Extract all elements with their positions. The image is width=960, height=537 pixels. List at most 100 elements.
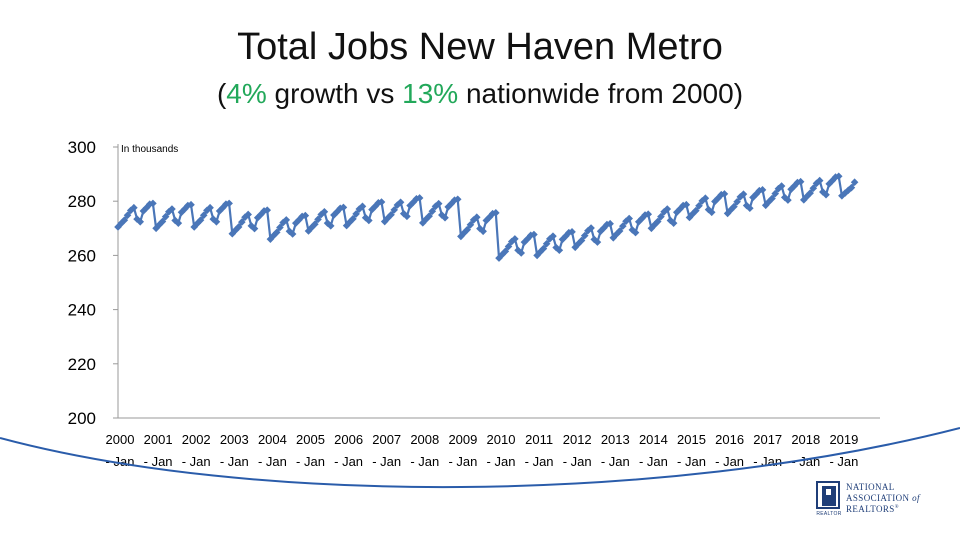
data-point <box>368 205 376 214</box>
data-point <box>349 215 357 223</box>
data-point <box>844 186 853 195</box>
data-point <box>549 232 557 240</box>
data-point <box>212 217 221 226</box>
data-point <box>593 238 602 246</box>
data-point <box>161 212 170 221</box>
data-point <box>444 203 452 211</box>
data-point <box>165 207 173 216</box>
subtitle-open: ( <box>216 78 227 109</box>
x-tick-label-month: - Jan <box>829 454 858 469</box>
data-point <box>453 195 462 204</box>
data-point <box>419 219 427 227</box>
data-point <box>450 196 459 204</box>
data-point <box>206 203 214 212</box>
logo-mark-caption: REALTOR <box>816 511 842 517</box>
data-point <box>371 202 379 211</box>
series-total-jobs <box>114 172 859 262</box>
data-point <box>330 211 338 219</box>
data-point <box>326 222 335 230</box>
data-point <box>142 203 151 212</box>
data-point <box>345 218 354 226</box>
data-point <box>806 189 814 197</box>
data-point <box>244 210 252 219</box>
data-point <box>272 228 281 237</box>
data-point <box>180 205 189 213</box>
y-tick-label: 260 <box>68 246 96 265</box>
data-point <box>441 213 449 222</box>
data-point <box>415 194 424 202</box>
data-point <box>266 235 275 243</box>
data-point <box>428 207 437 216</box>
x-tick-label-month: - Jan <box>448 454 477 469</box>
data-point <box>307 223 316 232</box>
data-point <box>355 205 364 213</box>
x-tick-label: 2002 <box>182 432 211 447</box>
data-point <box>625 214 633 223</box>
x-tick-label: 2013 <box>601 432 630 447</box>
data-point <box>463 225 472 234</box>
data-point <box>730 202 738 211</box>
data-point <box>466 220 475 229</box>
x-tick-label: 2011 <box>525 432 553 447</box>
x-tick-label: 2015 <box>677 432 706 447</box>
data-point <box>653 217 662 226</box>
data-point <box>457 232 465 241</box>
x-tick-label: 2005 <box>296 432 325 447</box>
x-tick-label-month: - Jan <box>334 454 363 469</box>
data-point <box>501 247 510 256</box>
data-point <box>847 183 856 192</box>
data-point <box>517 249 526 257</box>
data-point <box>682 200 691 209</box>
data-point <box>577 236 586 245</box>
realtor-r-icon <box>816 481 840 509</box>
data-point <box>253 213 262 222</box>
data-point <box>739 190 748 198</box>
data-point <box>393 201 402 209</box>
data-point <box>123 211 132 220</box>
data-point <box>555 246 564 255</box>
y-tick-label: 220 <box>68 355 96 374</box>
x-tick-label: 2010 <box>487 432 516 447</box>
data-point <box>479 227 487 236</box>
data-point <box>768 194 776 203</box>
subtitle-middle: growth vs <box>266 78 403 109</box>
data-point <box>815 176 824 185</box>
data-point <box>361 213 370 222</box>
x-tick-label: 2009 <box>448 432 477 447</box>
data-point <box>565 228 573 237</box>
data-point <box>749 193 757 202</box>
data-point <box>574 239 583 248</box>
data-point <box>184 201 192 210</box>
data-point <box>733 197 741 206</box>
y-tick-label: 280 <box>68 192 96 211</box>
data-point <box>120 216 129 224</box>
data-point <box>152 224 160 233</box>
data-point <box>377 198 386 206</box>
data-point <box>234 223 243 231</box>
data-point <box>780 193 789 202</box>
subtitle-metro-growth: 4% <box>226 78 267 109</box>
x-tick-label-month: - Jan <box>182 454 211 469</box>
data-point <box>231 226 240 234</box>
data-point <box>765 197 773 206</box>
x-tick-label-month: - Jan <box>639 454 668 469</box>
data-point <box>758 186 767 194</box>
data-point <box>669 219 678 227</box>
data-point <box>469 216 478 224</box>
data-point <box>631 228 640 237</box>
data-point <box>387 210 395 219</box>
data-point <box>384 214 392 222</box>
data-point <box>720 190 729 198</box>
data-point <box>542 239 551 248</box>
data-point <box>476 224 484 233</box>
data-point <box>568 228 576 236</box>
data-point <box>504 242 513 251</box>
x-tick-label: 2003 <box>220 432 249 447</box>
unit-note: In thousands <box>121 144 178 155</box>
data-point <box>834 172 843 181</box>
data-point <box>657 212 665 221</box>
data-point <box>196 216 205 224</box>
x-tick-label: 2007 <box>372 432 401 447</box>
data-point <box>460 229 468 237</box>
